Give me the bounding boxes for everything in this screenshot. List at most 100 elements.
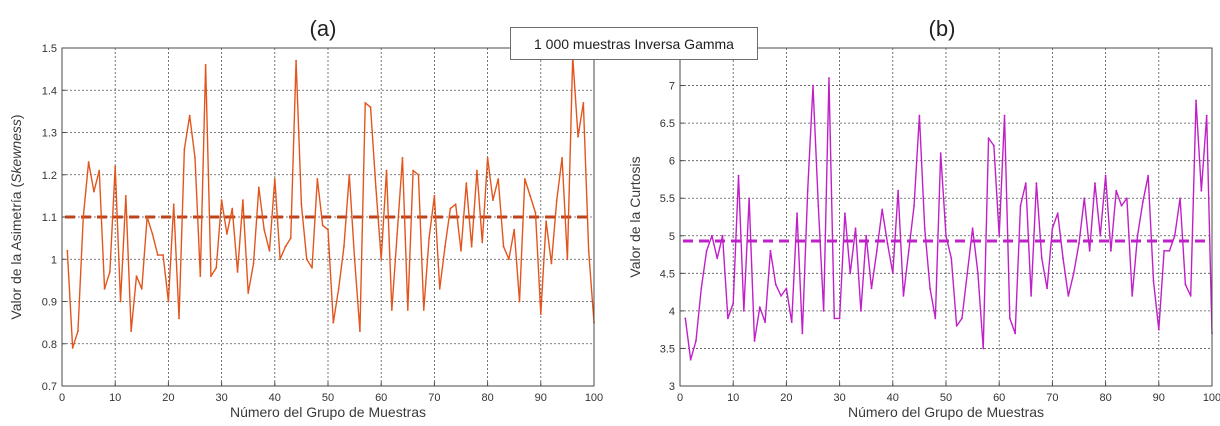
data-point <box>897 189 900 192</box>
y-tick-label: 1 <box>51 254 57 266</box>
data-point <box>1131 294 1134 297</box>
x-tick-label: 20 <box>780 392 792 404</box>
y-axis-title-a-italic: Skewness <box>8 119 24 183</box>
y-tick-label: 3.5 <box>660 343 675 355</box>
data-point <box>1184 283 1187 286</box>
data-point <box>460 249 462 252</box>
data-point <box>1051 227 1054 230</box>
data-point <box>945 234 947 237</box>
data-point <box>1152 279 1155 282</box>
data-point <box>1046 287 1048 290</box>
data-point <box>550 262 553 265</box>
data-point <box>1195 99 1197 102</box>
y-tick-label: 7 <box>669 81 675 93</box>
y-axis-title-a-suffix: ) <box>8 114 24 119</box>
y-tick-label: 1.4 <box>42 85 57 97</box>
y-tick-label: 5 <box>669 231 675 243</box>
data-point <box>77 330 79 332</box>
data-point <box>737 174 740 177</box>
data-point <box>507 258 510 261</box>
data-point <box>492 199 494 202</box>
data-point <box>1147 174 1150 177</box>
x-tick-label: 30 <box>215 392 227 404</box>
data-point <box>343 245 345 248</box>
data-point <box>1120 204 1123 207</box>
data-point <box>497 178 500 180</box>
x-axis-title-a: Número del Grupo de Muestras <box>230 404 426 420</box>
data-point <box>684 317 687 320</box>
y-tick-label: 1.1 <box>42 212 57 224</box>
data-point <box>987 137 990 140</box>
data-point <box>764 321 767 324</box>
data-point <box>1179 197 1181 200</box>
x-tick-label: 50 <box>940 392 952 404</box>
data-point <box>806 189 809 192</box>
data-point <box>1014 332 1017 335</box>
data-point <box>1030 294 1033 297</box>
kurtosis-series-points <box>684 77 1213 361</box>
data-point <box>183 148 186 151</box>
data-point <box>87 161 90 163</box>
data-point <box>534 211 537 214</box>
data-point <box>486 156 489 159</box>
data-point <box>1067 294 1070 297</box>
data-point <box>961 317 963 320</box>
data-point <box>833 317 836 320</box>
data-point <box>103 287 106 290</box>
data-point <box>226 233 228 235</box>
data-point <box>1094 182 1096 185</box>
data-point <box>790 321 793 324</box>
grid-a <box>62 48 594 386</box>
y-tick-label: 6 <box>669 156 675 168</box>
data-point <box>156 254 159 256</box>
data-point <box>758 306 761 309</box>
grid-b <box>680 48 1212 386</box>
data-point <box>146 216 149 218</box>
data-point <box>241 199 244 202</box>
panel-label-a: (a) <box>310 16 337 41</box>
data-point <box>305 258 308 261</box>
y-tick-label: 1.5 <box>42 43 57 55</box>
data-point <box>566 258 569 261</box>
data-point <box>513 228 516 231</box>
data-point <box>194 156 196 159</box>
x-tick-label: 20 <box>162 392 174 404</box>
data-point <box>289 237 292 240</box>
x-tick-labels-b: 0 10 20 30 40 50 60 70 80 90 100 <box>677 382 1220 404</box>
data-point <box>774 283 777 286</box>
data-point <box>449 207 452 210</box>
data-point <box>828 77 830 79</box>
data-point <box>587 249 590 252</box>
data-point <box>822 309 825 312</box>
data-point <box>1040 257 1043 260</box>
x-tick-label: 60 <box>993 392 1005 404</box>
data-point <box>875 249 878 252</box>
kurtosis-series-line <box>684 77 1213 361</box>
data-point <box>390 309 393 311</box>
data-point <box>1189 294 1192 297</box>
x-tick-label: 40 <box>887 392 899 404</box>
data-point <box>215 266 218 269</box>
data-point <box>438 287 441 290</box>
data-point <box>1088 249 1091 252</box>
x-tick-label: 70 <box>1046 392 1058 404</box>
x-tick-label: 10 <box>109 392 121 404</box>
y-tick-label: 0.9 <box>42 297 57 309</box>
data-point <box>817 204 820 207</box>
x-tick-label: 0 <box>59 392 65 404</box>
data-point <box>934 317 937 320</box>
data-point <box>844 212 846 215</box>
data-point <box>1163 249 1166 252</box>
data-point <box>295 59 297 62</box>
y-axis-title-a-prefix: Valor de la Asimetría ( <box>8 183 24 320</box>
data-point <box>726 317 729 320</box>
data-point <box>1083 197 1086 200</box>
data-point <box>700 287 703 290</box>
data-point <box>1125 197 1128 200</box>
data-point <box>721 234 724 237</box>
x-tick-label: 100 <box>585 392 603 404</box>
data-point <box>385 169 388 172</box>
data-point <box>327 228 329 231</box>
data-point <box>838 317 841 320</box>
